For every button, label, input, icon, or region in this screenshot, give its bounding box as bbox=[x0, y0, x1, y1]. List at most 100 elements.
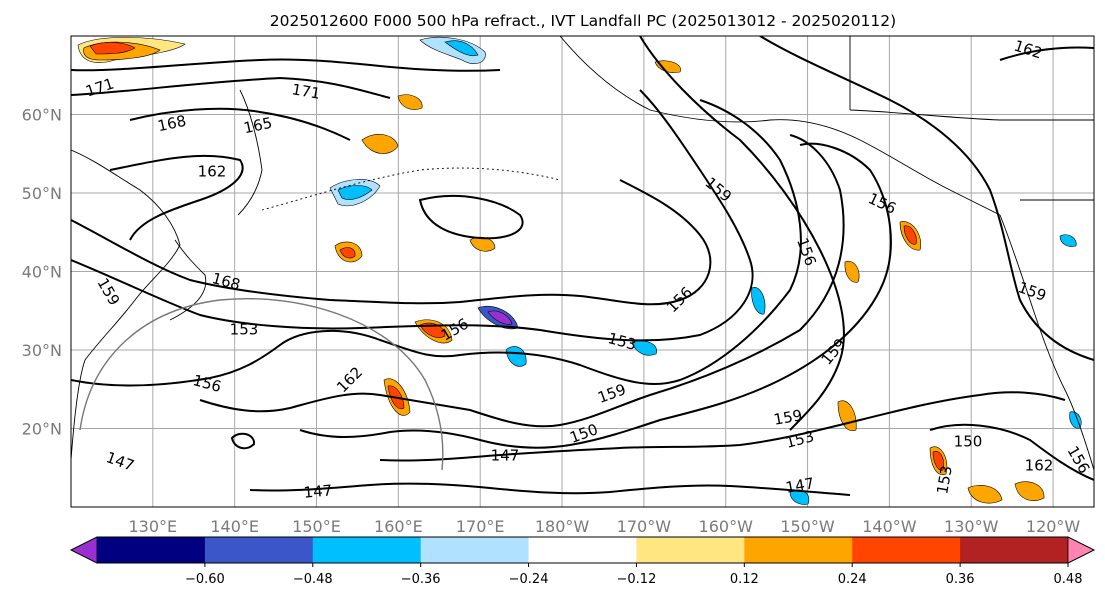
contour-line bbox=[999, 46, 1094, 61]
anomaly-patch-positive bbox=[967, 485, 1003, 504]
colorbar-segment bbox=[528, 537, 637, 563]
colorbar-tick-label: 0.24 bbox=[838, 572, 867, 587]
longitude-label: 150°W bbox=[780, 517, 835, 536]
coastline-aleutians bbox=[261, 167, 561, 211]
contour-line bbox=[299, 142, 892, 449]
anomaly-patch-negative bbox=[1059, 234, 1077, 247]
longitude-label: 120°W bbox=[1026, 517, 1081, 536]
shaded-anomalies bbox=[77, 37, 1082, 505]
colorbar-segment bbox=[204, 537, 314, 563]
contour-label: 147 bbox=[784, 474, 815, 497]
coastline-asia bbox=[71, 149, 181, 461]
contour-label: 168 bbox=[156, 112, 188, 136]
colorbar-outline bbox=[69, 536, 1096, 564]
longitude-label: 140°W bbox=[862, 517, 917, 536]
anomaly-patch-positive bbox=[419, 322, 446, 338]
contour-line bbox=[129, 107, 351, 141]
range-circle bbox=[79, 297, 444, 471]
longitude-label: 130°E bbox=[129, 517, 178, 536]
contour-line bbox=[71, 76, 391, 99]
canada-border bbox=[849, 36, 1094, 121]
anomaly-patch-positive bbox=[844, 261, 860, 283]
contour-label: 162 bbox=[1025, 457, 1054, 475]
contour-label: 162 bbox=[198, 163, 227, 181]
colorbar-tick-labels: −0.60 −0.48 −0.36 −0.24 −0.12 0.12 0.24 0.36 0.4… bbox=[185, 563, 1083, 587]
anomaly-patch-positive bbox=[397, 94, 423, 110]
contour-label: 171 bbox=[290, 80, 321, 103]
anomaly-patch-negative bbox=[337, 185, 373, 200]
contour-line bbox=[230, 432, 255, 450]
latitude-label: 30°N bbox=[22, 341, 62, 360]
contour-line bbox=[759, 36, 1094, 361]
longitude-label: 180°W bbox=[535, 517, 590, 536]
anomaly-patch-negative bbox=[487, 310, 513, 325]
contour-line bbox=[109, 154, 244, 241]
gridlines bbox=[71, 36, 1094, 507]
anomaly-patch-negative bbox=[444, 40, 479, 57]
longitude-label: 170°E bbox=[456, 517, 505, 536]
colorbar-segment bbox=[420, 537, 530, 563]
contour-line bbox=[929, 423, 1094, 481]
contour-label: 150 bbox=[954, 433, 983, 451]
contour-line bbox=[71, 179, 712, 306]
longitude-label: 140°E bbox=[210, 517, 259, 536]
longitude-label: 160°W bbox=[699, 517, 754, 536]
map-frame bbox=[70, 35, 1095, 508]
anomaly-patch-positive bbox=[339, 247, 356, 259]
colorbar-tick-label: −0.36 bbox=[401, 572, 441, 587]
colorbar-extend-max bbox=[1067, 536, 1095, 564]
longitude-label: 170°W bbox=[617, 517, 672, 536]
anomaly-patch-positive bbox=[654, 60, 681, 73]
colorbar-tick-label: 0.48 bbox=[1054, 572, 1083, 587]
contour-label: 159 bbox=[772, 406, 803, 429]
longitude-label: 160°E bbox=[374, 517, 423, 536]
contour-line bbox=[418, 194, 524, 240]
colorbar-tick-label: −0.60 bbox=[185, 572, 225, 587]
colorbar-tick-label: −0.12 bbox=[617, 572, 657, 587]
latitude-label: 40°N bbox=[22, 263, 62, 282]
coastline-alaska bbox=[559, 36, 1001, 216]
colorbar-segment bbox=[636, 537, 745, 563]
colorbar-tick-label: 0.36 bbox=[946, 572, 975, 587]
contour-line bbox=[71, 89, 754, 342]
colorbar bbox=[69, 536, 1096, 564]
longitude-labels: 130°E 140°E 150°E 160°E 170°E 180°W 170°W 160°W… bbox=[129, 517, 1081, 536]
contour-line bbox=[249, 482, 851, 496]
longitude-label: 130°W bbox=[944, 517, 999, 536]
longitude-label: 150°E bbox=[292, 517, 341, 536]
map-title: 2025012600 F000 500 hPa refract., IVT La… bbox=[270, 12, 896, 30]
colorbar-tick-label: −0.48 bbox=[293, 572, 333, 587]
latitude-label: 60°N bbox=[22, 106, 62, 125]
coastline-north-america bbox=[999, 214, 1094, 471]
latitude-labels: 20°N 30°N 40°N 50°N 60°N bbox=[22, 106, 62, 439]
colorbar-tick-label: −0.24 bbox=[509, 572, 549, 587]
contour-label: 165 bbox=[242, 114, 274, 138]
anomaly-patch-positive bbox=[89, 42, 136, 55]
contour-label: 153 bbox=[230, 321, 259, 339]
colorbar-segment bbox=[960, 537, 1069, 563]
anomaly-patch-negative bbox=[505, 346, 527, 367]
colorbar-tick-label: 0.12 bbox=[730, 572, 759, 587]
contour-line bbox=[199, 134, 845, 428]
colorbar-segment bbox=[852, 537, 961, 563]
anomaly-patch-negative bbox=[419, 37, 486, 64]
anomaly-patch-positive bbox=[903, 225, 917, 245]
contour-line bbox=[71, 99, 802, 387]
latitude-label: 20°N bbox=[22, 420, 62, 439]
colorbar-segment bbox=[744, 537, 853, 563]
anomaly-patch-positive bbox=[932, 450, 945, 471]
contour-label: 147 bbox=[303, 481, 333, 501]
colorbar-segment bbox=[97, 537, 206, 563]
contour-line bbox=[379, 391, 1066, 462]
colorbar-segment bbox=[312, 537, 422, 563]
anomaly-patch-positive bbox=[837, 400, 857, 431]
contour-line bbox=[71, 58, 501, 72]
latitude-label: 50°N bbox=[22, 184, 62, 203]
refractivity-contours bbox=[71, 36, 1094, 496]
anomaly-patch-positive bbox=[1014, 481, 1045, 501]
contour-label: 153 bbox=[933, 464, 956, 495]
coastline-kamchatka bbox=[237, 89, 263, 216]
